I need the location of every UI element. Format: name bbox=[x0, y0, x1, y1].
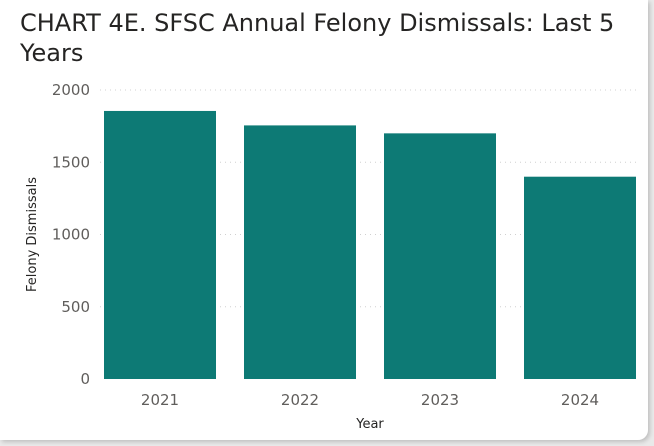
y-tick-label: 2000 bbox=[52, 81, 90, 99]
bar-2021[interactable] bbox=[104, 110, 216, 379]
chart-title: CHART 4E. SFSC Annual Felony Dismissals:… bbox=[20, 9, 615, 67]
bar-2023[interactable] bbox=[384, 133, 496, 379]
x-tick-label: 2024 bbox=[561, 391, 599, 409]
y-tick-label: 0 bbox=[80, 370, 90, 388]
y-tick-label: 1000 bbox=[52, 226, 90, 244]
x-tick-label: 2021 bbox=[141, 391, 179, 409]
x-tick-label: 2022 bbox=[281, 391, 319, 409]
y-axis-ticks: 0 500 1000 1500 2000 bbox=[52, 81, 90, 388]
bar-2022[interactable] bbox=[244, 125, 356, 379]
chart-card: CHART 4E. SFSC Annual Felony Dismissals:… bbox=[0, 0, 648, 440]
x-tick-label: 2023 bbox=[421, 391, 459, 409]
bar-2024[interactable] bbox=[524, 176, 636, 379]
y-axis-label: Felony Dismissals bbox=[25, 177, 40, 292]
bars bbox=[104, 110, 636, 379]
x-axis-label: Year bbox=[355, 417, 384, 432]
bar-chart: 0 500 1000 1500 2000 2021 2022 2023 2024 Felony… bbox=[25, 81, 640, 432]
y-tick-label: 1500 bbox=[52, 153, 90, 171]
x-axis-ticks: 2021 2022 2023 2024 bbox=[141, 391, 599, 409]
y-tick-label: 500 bbox=[61, 298, 90, 316]
